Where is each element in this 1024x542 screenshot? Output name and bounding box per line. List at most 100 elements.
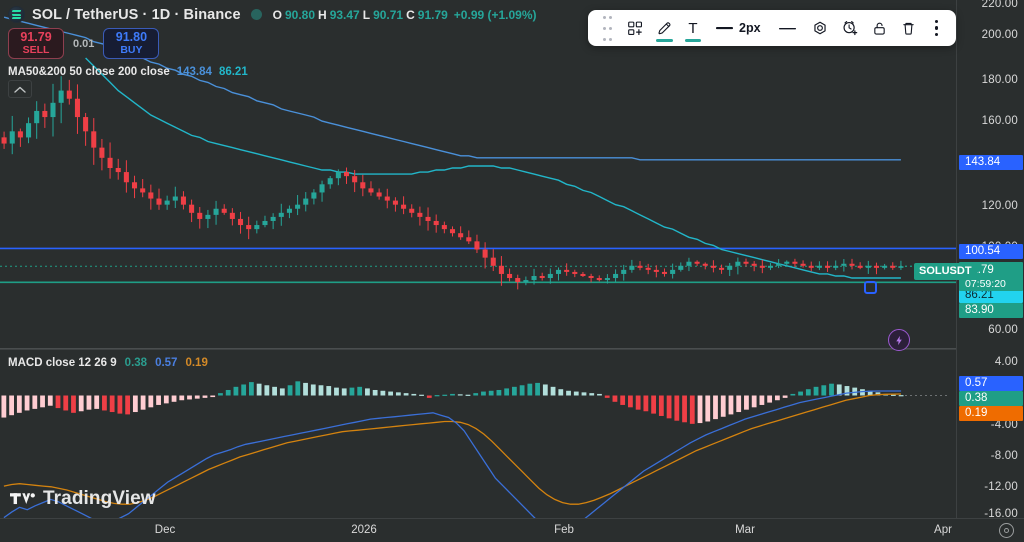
candle-body [409,208,415,213]
drawing-toolbar[interactable]: T 2px [588,10,956,46]
macd-bar [759,395,765,405]
time-tick: 2026 [351,524,377,536]
symbol-price-tag: SOLUSDT [914,263,977,280]
macd-tick: -8.00 [990,450,1018,462]
macd-badge[interactable]: 0.19 [959,406,1023,421]
macd-indicator-legend[interactable]: MACD close 12 26 9 0.38 0.57 0.19 [8,357,208,369]
more-options-button[interactable] [924,13,950,43]
macd-bar [148,395,154,408]
ma-line-ma50 [3,16,901,161]
line-width-button[interactable]: 2px [708,13,769,43]
candle-body [417,212,423,217]
chart-position-marker[interactable] [864,281,877,294]
time-tick: Dec [154,524,176,536]
candle-body [507,273,513,279]
candle-body [890,265,896,268]
macd-badge[interactable]: 0.38 [959,391,1023,406]
candle-body [449,229,456,234]
settings-button[interactable] [806,13,834,43]
line-thickness-icon [716,27,733,30]
candle-body [74,98,80,118]
candle-body [776,263,782,266]
time-settings-icon[interactable] [999,523,1014,538]
candle-body [498,265,504,274]
price-tick: 200.00 [981,29,1018,41]
candle-body [1,137,7,144]
time-scale[interactable]: Dec 2026 Feb Mar Apr [0,518,1024,542]
candle-body [286,208,292,213]
candle-body [17,131,23,138]
sell-label: SELL [22,43,50,56]
add-alert-button[interactable] [836,13,864,43]
ma-indicator-legend[interactable]: MA50&200 50 close 200 close 143.84 86.21 [8,66,537,78]
symbol-title[interactable]: SOL / TetherUS · 1D · Binance [32,6,241,23]
main-chart-pane[interactable] [0,0,956,348]
macd-bar [813,386,819,396]
macd-bar [682,395,687,423]
macd-bar [643,395,649,412]
delete-button[interactable] [895,13,922,43]
price-scale[interactable]: 220.00200.00180.00160.00140.00120.00100.… [956,0,1024,520]
macd-badge[interactable]: 0.57 [959,376,1023,391]
legend-title-row[interactable]: SOL / TetherUS · 1D · Binance O 90.80 H 93… [8,6,537,23]
collapse-legend-button[interactable] [8,80,32,98]
candle-body [83,117,89,132]
macd-bar [86,395,92,410]
templates-icon[interactable] [622,13,649,43]
spread-value: 0.01 [73,37,95,50]
candle-body [637,265,643,268]
solana-logo-icon [8,6,25,23]
macd-bar [736,395,742,413]
pencil-tool-button[interactable] [651,13,678,43]
macd-hist-value: 0.38 [124,357,148,369]
pane-divider [0,348,1024,349]
macd-bar [395,392,401,396]
macd-bar [527,383,533,396]
price-tick: 120.00 [981,200,1018,212]
macd-bar [241,384,247,396]
candle-body [107,157,113,168]
text-active-underline [685,39,701,42]
text-tool-button[interactable]: T [680,13,706,43]
lightning-bolt-icon[interactable] [888,329,910,351]
macd-bar [674,395,680,421]
time-tick: Mar [735,524,755,536]
macd-bar [450,393,455,396]
price-badge[interactable]: 83.90 [959,303,1023,318]
candle-body [66,90,72,99]
candle-body [564,269,570,272]
buy-button[interactable]: 91.80 BUY [103,28,160,59]
macd-bar [341,388,347,396]
candle-body [466,237,472,242]
candle-body [205,214,211,219]
macd-bar [109,395,115,413]
candle-body [645,267,651,270]
macd-bar [573,391,579,396]
quote-buttons-row: 91.79 SELL 0.01 91.80 BUY [8,28,537,59]
candle-body [458,233,464,238]
line-style-button[interactable] [771,13,804,43]
macd-bar [1,395,7,418]
low-key: L [362,7,371,22]
lock-button[interactable] [866,13,893,43]
macd-bar [550,386,556,396]
candle-body [596,278,602,281]
tradingview-logo-icon [10,493,35,505]
macd-tick: -16.00 [984,508,1018,520]
macd-bar [426,395,432,398]
macd-bar [620,395,626,405]
candle-body [719,267,725,270]
sell-button[interactable]: 91.79 SELL [8,28,64,59]
macd-bar [728,395,734,415]
candle-body [360,182,366,189]
macd-pane[interactable] [0,349,956,518]
ma50-value: 143.84 [176,66,212,78]
price-badge[interactable]: 143.84 [959,155,1023,170]
macd-bar [32,395,38,409]
price-badge[interactable]: 100.54 [959,244,1023,259]
candle-body [156,198,162,205]
close-key: C [406,7,415,22]
macd-bar [697,395,703,424]
drag-handle-icon[interactable] [594,13,620,43]
price-badge[interactable]: 86.21 [959,288,1023,303]
